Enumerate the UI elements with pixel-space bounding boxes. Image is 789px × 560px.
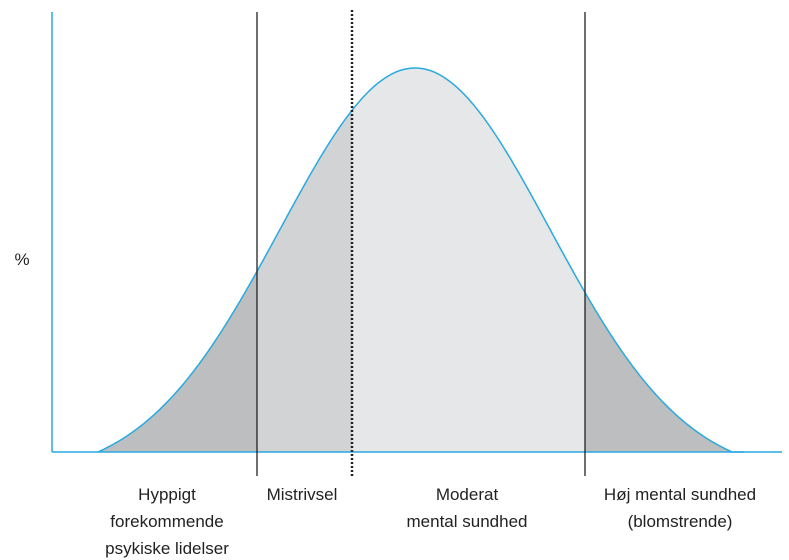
bell-curve xyxy=(97,67,744,453)
region-label: mental sundhed xyxy=(407,512,528,531)
region-area xyxy=(257,110,352,452)
region-label: Mistrivsel xyxy=(267,485,338,504)
region-label: Moderat xyxy=(436,485,499,504)
region-label: Høj mental sundhed xyxy=(604,485,756,504)
region-label: (blomstrende) xyxy=(628,512,733,531)
y-axis-label: % xyxy=(14,250,29,269)
region-label: Hyppigt xyxy=(138,485,196,504)
curve-areas xyxy=(97,67,745,453)
region-area xyxy=(352,68,585,452)
region-area xyxy=(585,292,745,452)
region-label: psykiske lidelser xyxy=(105,539,229,558)
region-label: forekommende xyxy=(110,512,223,531)
region-area xyxy=(98,271,257,452)
